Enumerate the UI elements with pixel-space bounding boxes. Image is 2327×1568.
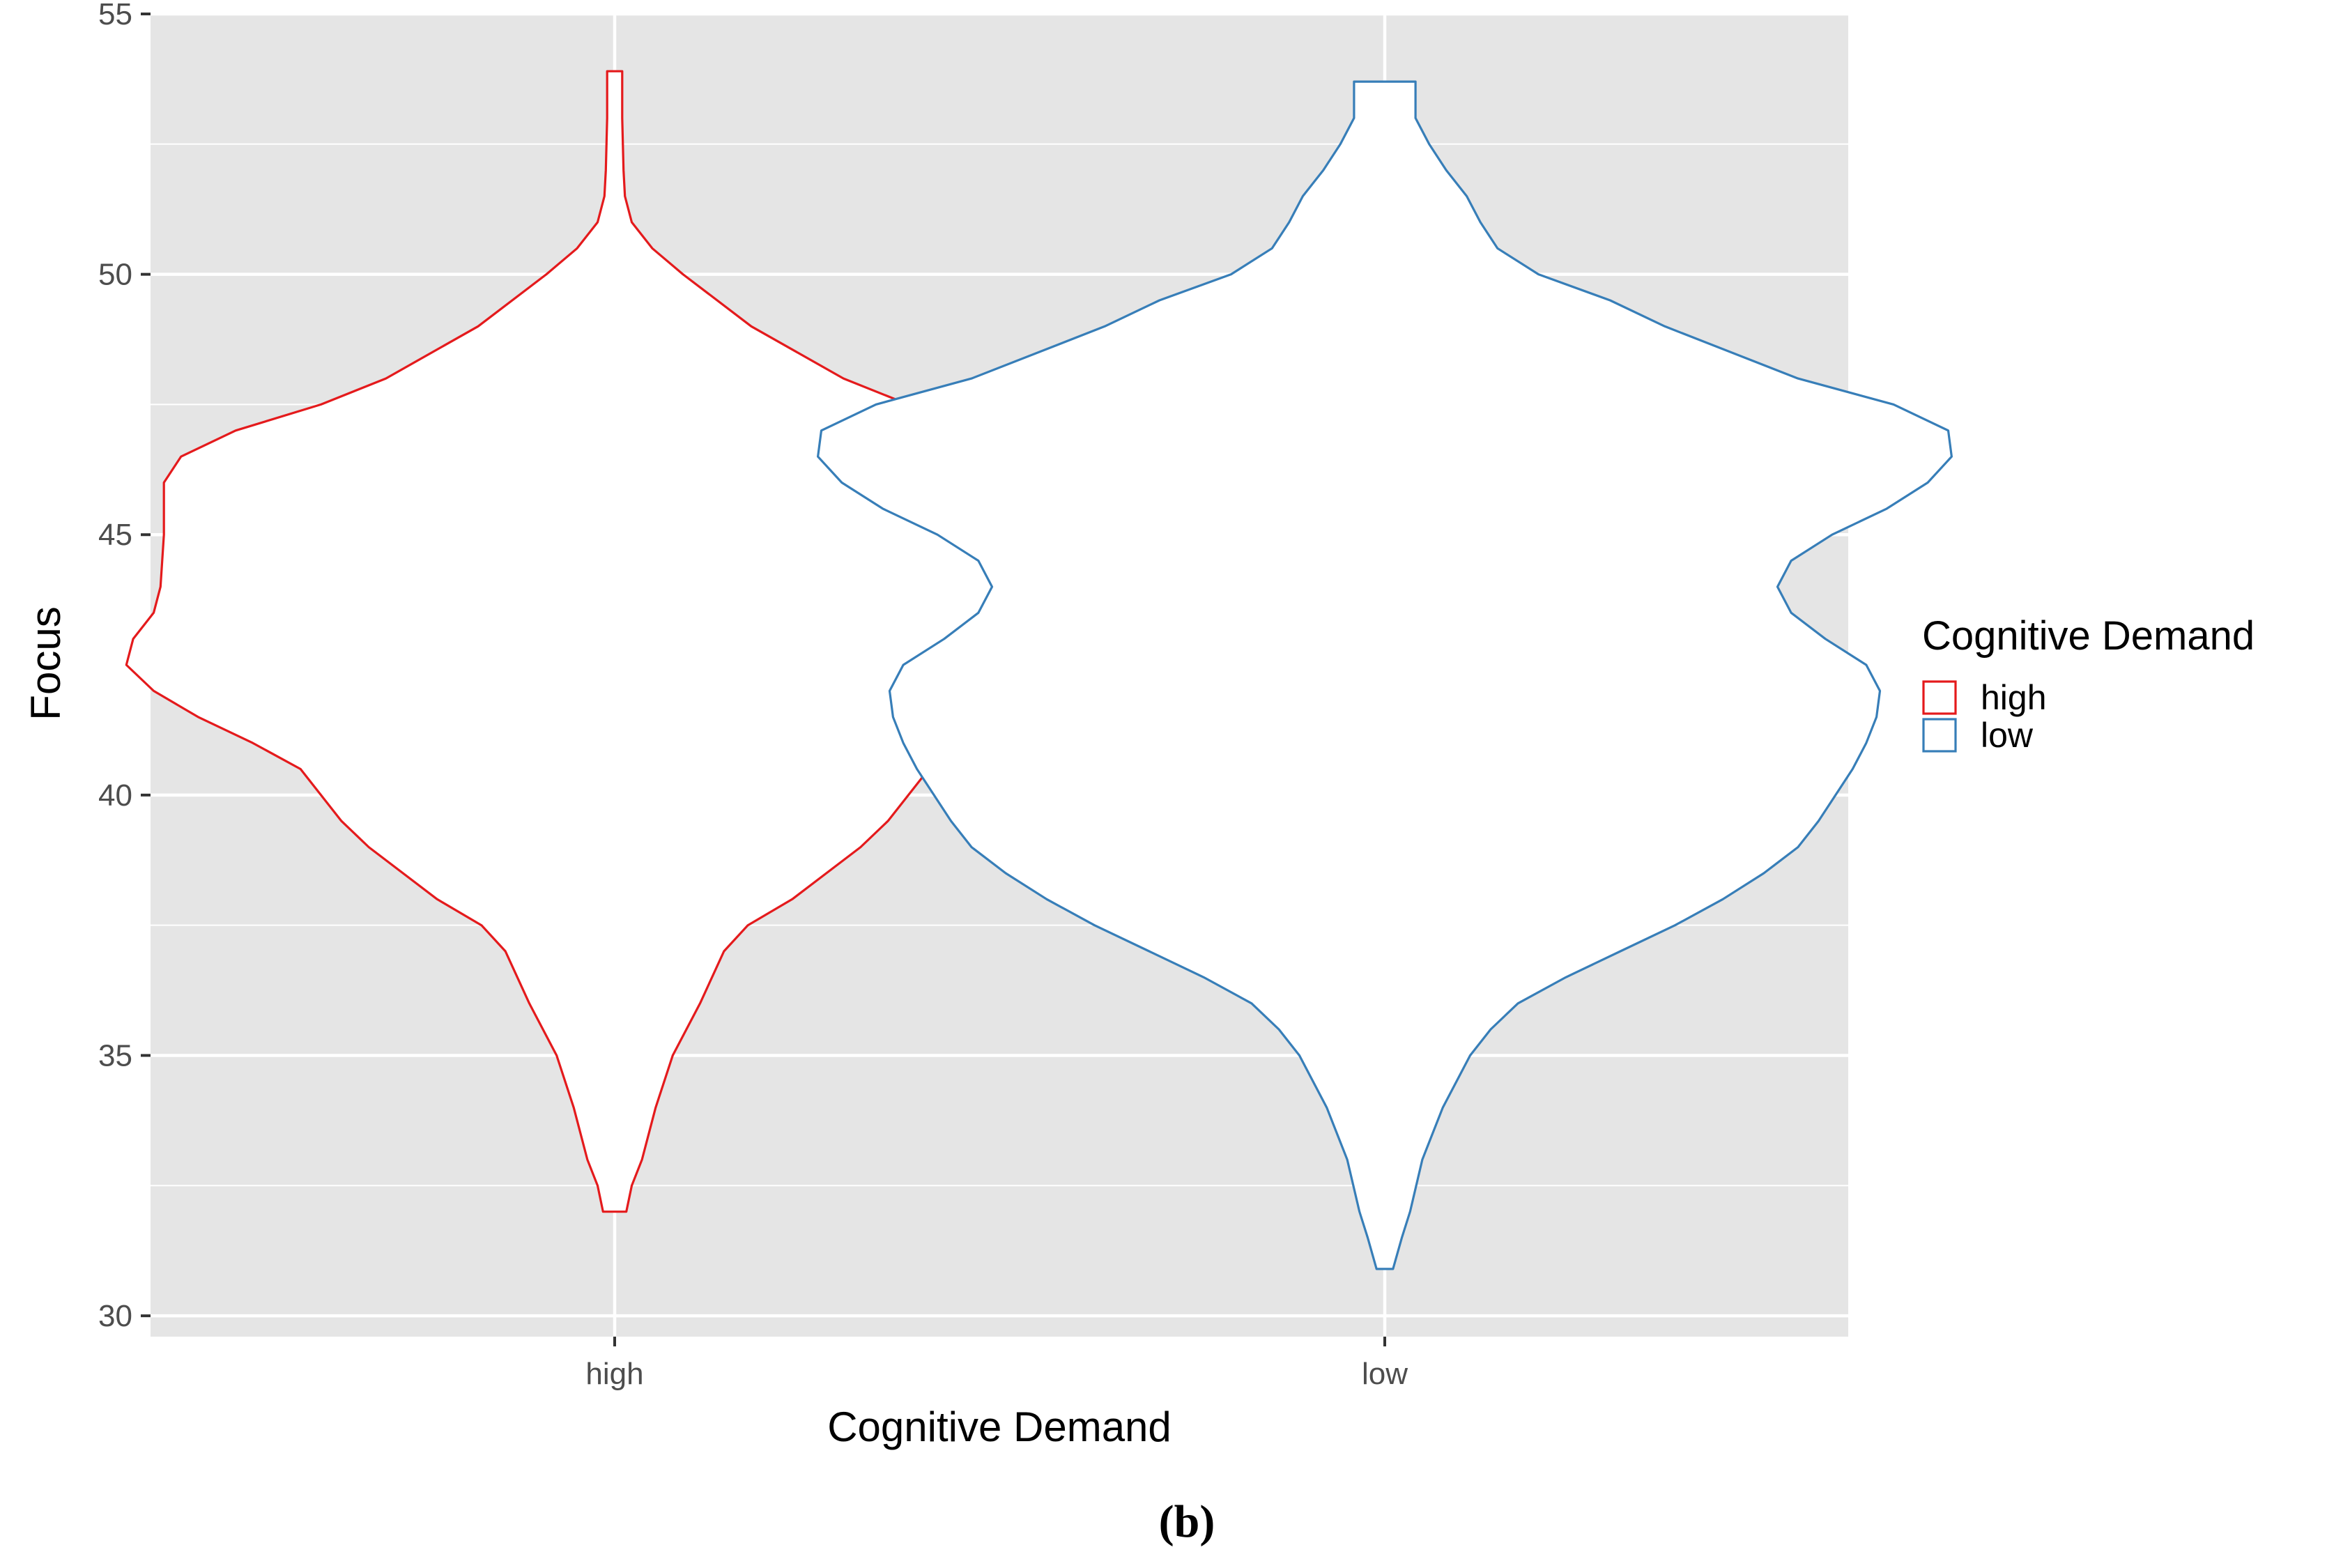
- violin-high: [125, 70, 1105, 1213]
- y-tick-label: 30: [98, 1299, 132, 1333]
- y-tick-label: 55: [98, 0, 132, 31]
- x-axis-title: Cognitive Demand: [827, 1404, 1172, 1450]
- panel-label: (b): [1159, 1496, 1215, 1547]
- legend-label-low: low: [1981, 716, 2034, 755]
- legend-key-high: [1922, 680, 1957, 715]
- legend-title: Cognitive Demand: [1922, 613, 2255, 659]
- y-tick-label: 50: [98, 258, 132, 292]
- y-tick-label: 40: [98, 778, 132, 813]
- legend-label-high: high: [1981, 678, 2047, 717]
- y-tick-label: 35: [98, 1038, 132, 1073]
- x-tick-label: high: [585, 1357, 643, 1391]
- x-tick-label: low: [1362, 1357, 1408, 1391]
- y-tick-label: 45: [98, 518, 132, 552]
- y-axis-title: Focus: [22, 606, 69, 720]
- legend-key-low: [1922, 718, 1957, 753]
- violin-low: [817, 80, 1953, 1270]
